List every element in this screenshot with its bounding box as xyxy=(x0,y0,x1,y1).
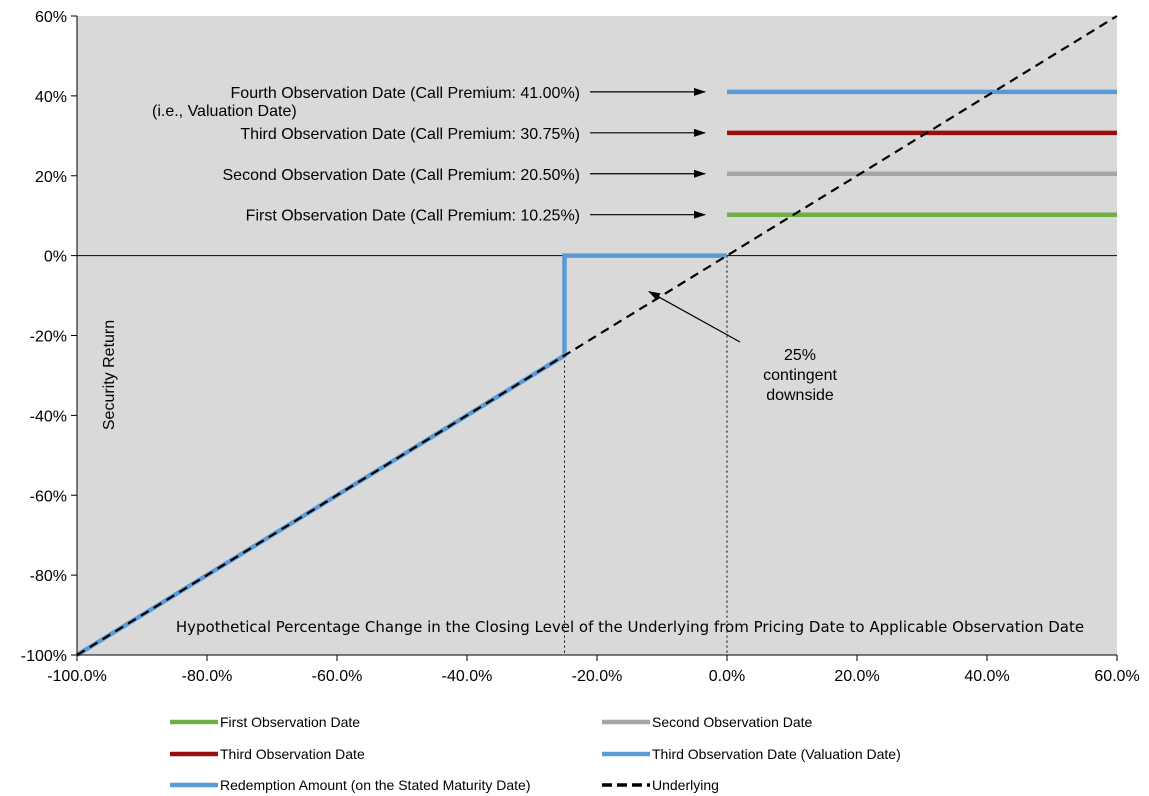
legend-label: Third Observation Date (Valuation Date) xyxy=(652,746,901,762)
x-tick-label: 40.0% xyxy=(964,668,1009,685)
legend-label: First Observation Date xyxy=(220,714,360,730)
y-tick-label: 40% xyxy=(35,89,67,106)
legend-label: Underlying xyxy=(652,777,719,793)
annotation-text: Second Observation Date (Call Premium: 2… xyxy=(223,167,581,184)
x-tick-label: -20.0% xyxy=(572,668,623,685)
annotation-text: First Observation Date (Call Premium: 10… xyxy=(246,208,580,225)
downside-label: contingent xyxy=(763,367,837,384)
x-tick-label: 60.0% xyxy=(1094,668,1139,685)
y-tick-label: -40% xyxy=(30,408,67,425)
y-tick-label: -80% xyxy=(30,568,67,585)
x-tick-label: 20.0% xyxy=(834,668,879,685)
series-line-5 xyxy=(76,15,1118,656)
annotation-text: (i.e., Valuation Date) xyxy=(152,103,297,120)
annotation-text: Third Observation Date (Call Premium: 30… xyxy=(240,126,580,143)
downside-arrow xyxy=(648,291,741,343)
x-tick-label: -60.0% xyxy=(312,668,363,685)
y-tick-label: 0% xyxy=(44,249,67,266)
downside-label: 25% xyxy=(784,347,816,364)
annotation-text: Fourth Observation Date (Call Premium: 4… xyxy=(231,85,580,102)
x-tick-label: 0.0% xyxy=(709,668,745,685)
legend-label: Redemption Amount (on the Stated Maturit… xyxy=(220,777,531,793)
legend: First Observation Date Second Observation… xyxy=(170,714,901,793)
x-tick-label: -100.0% xyxy=(47,668,107,685)
y-tick-label: 60% xyxy=(35,9,67,26)
axes: -100% -80% -60% -40% -20% 0% 20% 40% 60% -100.0% -… xyxy=(21,9,1140,685)
y-tick-label: -60% xyxy=(30,488,67,505)
y-tick-label: -100% xyxy=(21,648,67,665)
y-tick-label: -20% xyxy=(30,329,67,346)
y-axis-title: Security Return xyxy=(101,320,118,430)
legend-label: Third Observation Date xyxy=(220,746,365,762)
plot-area xyxy=(75,15,1118,657)
y-tick-label: 20% xyxy=(35,169,67,186)
legend-label: Second Observation Date xyxy=(652,714,813,730)
x-tick-label: -40.0% xyxy=(442,668,493,685)
x-tick-label: -80.0% xyxy=(182,668,233,685)
x-axis-title: Hypothetical Percentage Change in the Cl… xyxy=(176,618,1084,636)
annotations: Fourth Observation Date (Call Premium: 4… xyxy=(152,85,837,404)
downside-label: downside xyxy=(766,387,834,404)
